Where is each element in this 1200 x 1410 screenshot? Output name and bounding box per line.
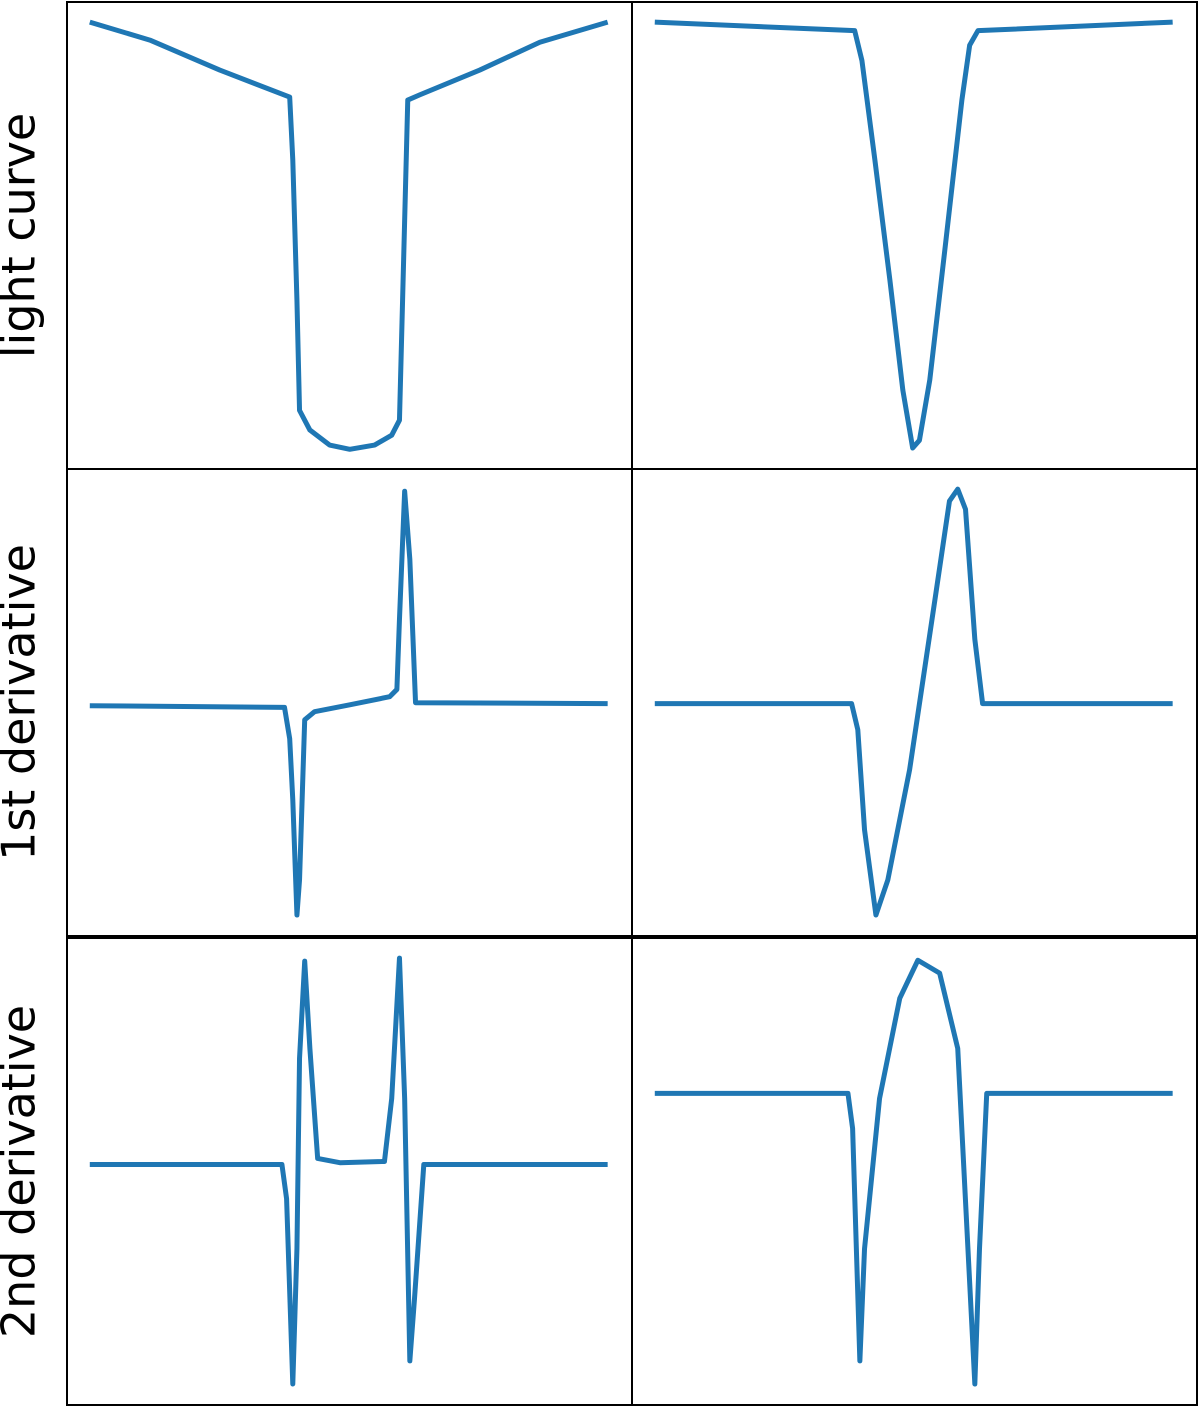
panel-frame <box>66 937 633 1406</box>
y-axis-label: 1st derivative <box>0 544 46 861</box>
line-series <box>89 19 609 452</box>
line-series <box>89 488 608 918</box>
panel-frame <box>631 937 1198 1406</box>
panel-frame <box>631 1 1198 470</box>
panel-frame <box>631 468 1198 937</box>
y-axis-label: 2nd derivative <box>0 1005 46 1338</box>
line-series <box>654 486 1173 918</box>
y-axis-label: light curve <box>0 113 46 358</box>
line-series <box>654 957 1173 1387</box>
line-series <box>654 19 1173 451</box>
panel-frame <box>66 1 633 470</box>
line-series <box>89 955 608 1387</box>
